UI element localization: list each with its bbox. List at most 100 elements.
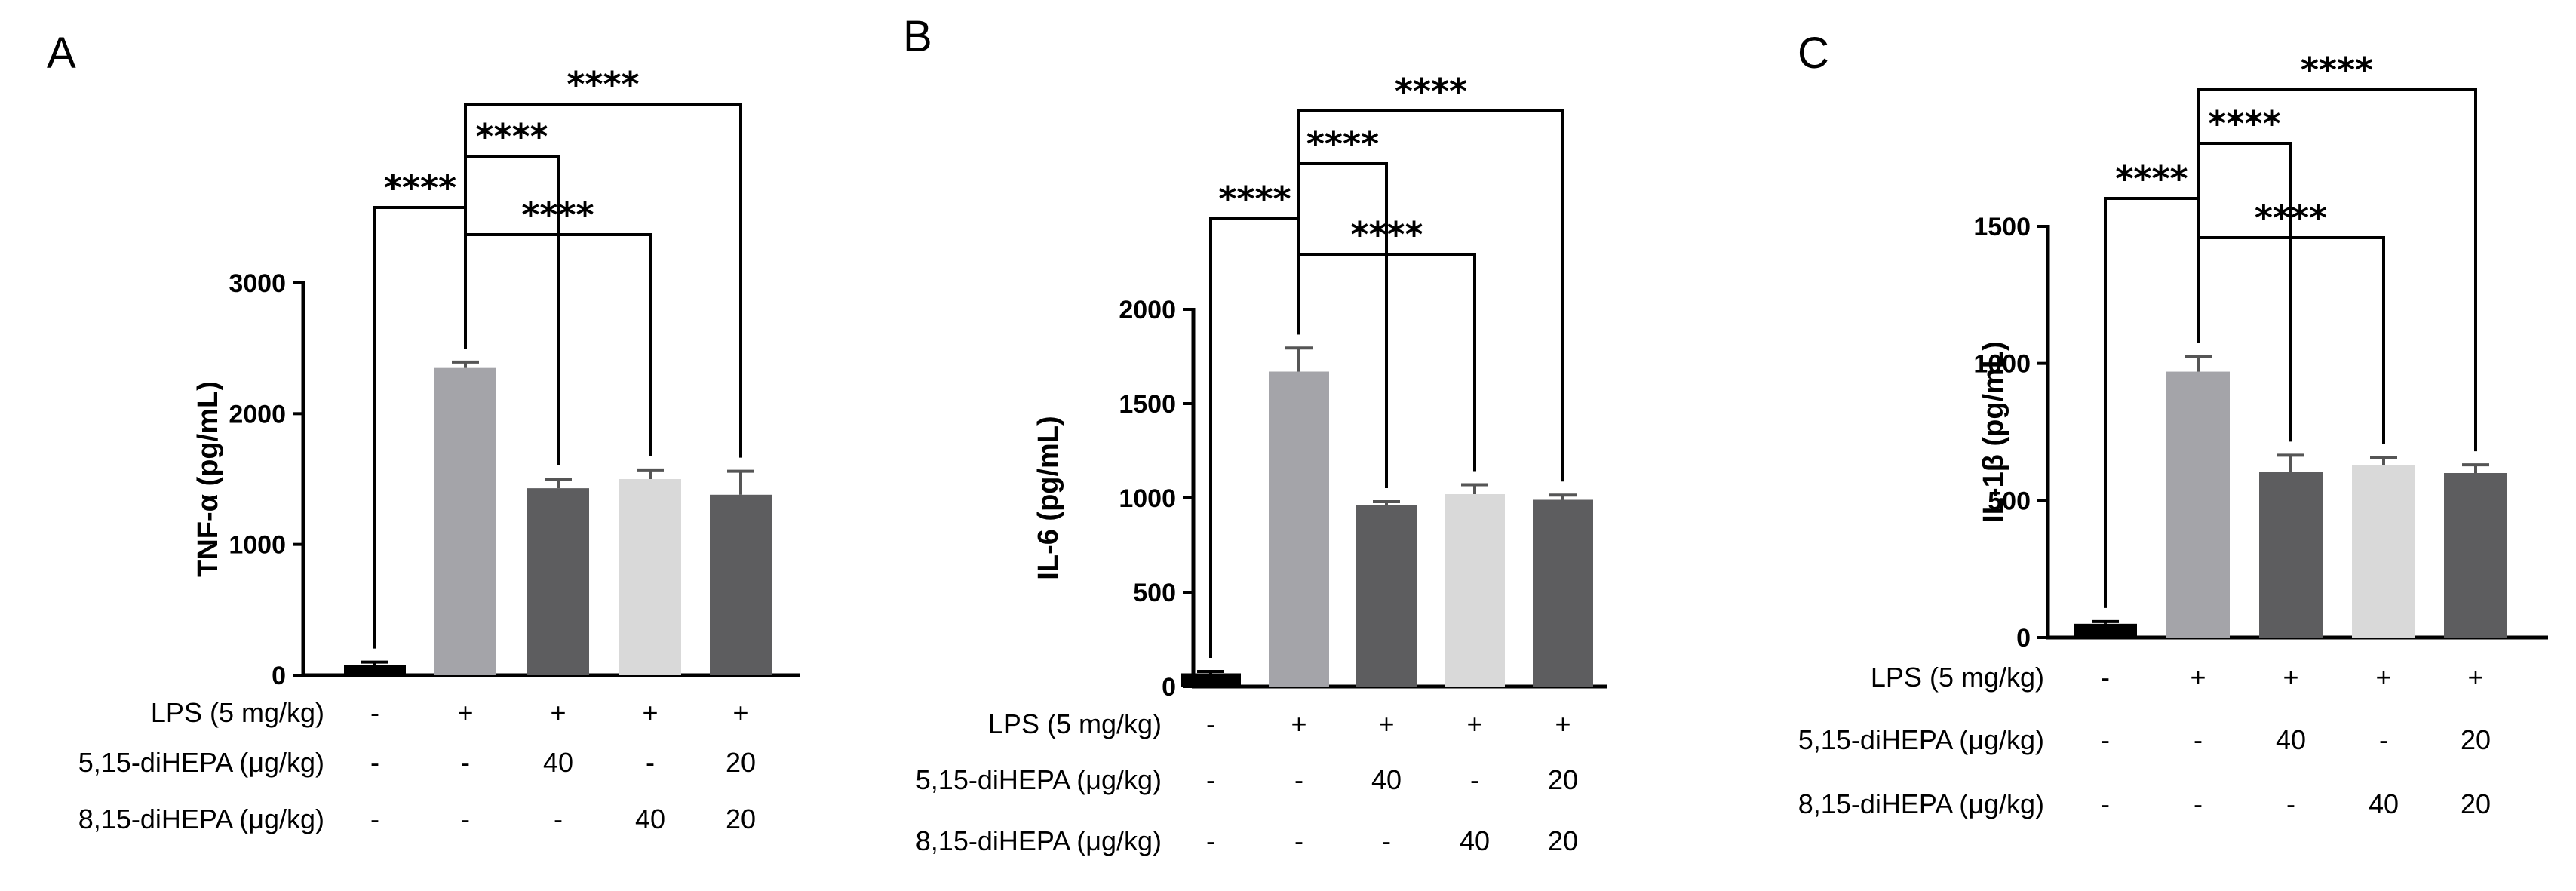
treatment-cell: - xyxy=(461,747,470,778)
treatment-cell: - xyxy=(1294,825,1303,856)
treatment-cell: + xyxy=(1555,708,1570,739)
y-tick-label: 0 xyxy=(2016,624,2031,653)
treatment-cell: + xyxy=(642,697,658,728)
bar xyxy=(434,367,496,675)
significance-label: **** xyxy=(384,167,456,208)
treatment-cell: 40 xyxy=(635,803,665,834)
treatment-cell: 40 xyxy=(543,747,573,778)
chart-panel-b: B 0 500 1000 1500 2000 IL-6 (pg/mL) **** **** ***… xyxy=(903,12,1607,856)
significance-label: **** xyxy=(1306,124,1379,164)
significance-bracket xyxy=(2197,88,2477,452)
treatment-cell: 40 xyxy=(1371,764,1402,795)
treatment-cell: + xyxy=(457,697,473,728)
significance-label: **** xyxy=(2255,198,2327,238)
bar xyxy=(2259,472,2323,638)
significance-bracket xyxy=(1297,109,1564,482)
treatment-cell: + xyxy=(2190,662,2206,693)
treatment-cell: - xyxy=(646,747,655,778)
treatment-cell: 20 xyxy=(1548,825,1578,856)
treatment-row-label: LPS (5 mg/kg) xyxy=(988,708,1162,739)
bar xyxy=(1356,505,1417,687)
treatment-row-label: 5,15-diHEPA (μg/kg) xyxy=(916,764,1162,795)
chart-panel-c: C 0 500 1000 1500 IL-1β (pg/mL) **** **** **** **… xyxy=(1798,29,2548,819)
chart-panel-a: A 0 1000 2000 3000 TNF-α (pg/mL) **** **** **** *… xyxy=(47,29,800,834)
treatment-cell: - xyxy=(2379,724,2388,755)
treatment-cell: - xyxy=(2101,662,2110,693)
y-axis-title: IL-1β (pg/mL) xyxy=(1978,341,2010,523)
treatment-row-label: 8,15-diHEPA (μg/kg) xyxy=(78,803,324,834)
y-tick-label: 3000 xyxy=(229,269,286,298)
bar xyxy=(1533,499,1593,687)
y-tick-label: 1000 xyxy=(1973,350,2031,379)
y-tick-label: 0 xyxy=(272,662,286,690)
treatment-row-label: 5,15-diHEPA (μg/kg) xyxy=(78,747,324,778)
treatment-row-label: 5,15-diHEPA (μg/kg) xyxy=(1798,724,2044,755)
bar xyxy=(344,665,406,675)
treatment-cell: 40 xyxy=(2369,788,2399,819)
treatment-cell: - xyxy=(1294,764,1303,795)
treatment-cell: 20 xyxy=(2461,788,2491,819)
treatment-cell: + xyxy=(732,697,748,728)
treatment-cell: - xyxy=(2194,788,2203,819)
treatment-cell: - xyxy=(1206,764,1215,795)
y-axis-title: IL-6 (pg/mL) xyxy=(1033,416,1064,579)
y-tick-label: 500 xyxy=(1133,579,1176,607)
bar xyxy=(1445,494,1505,687)
bar xyxy=(527,488,589,675)
treatment-cell: - xyxy=(554,803,563,834)
significance-label: **** xyxy=(475,116,548,157)
treatment-cell: + xyxy=(1291,708,1306,739)
bar xyxy=(619,479,681,675)
panel-label: B xyxy=(903,12,932,61)
y-tick-label: 1500 xyxy=(1119,390,1176,419)
significance-label: **** xyxy=(566,64,639,105)
treatment-cell: - xyxy=(1382,825,1391,856)
treatment-cell: - xyxy=(1470,764,1479,795)
y-tick-label: 0 xyxy=(1162,673,1176,702)
treatment-row-label: LPS (5 mg/kg) xyxy=(1871,662,2044,693)
significance-bracket xyxy=(464,103,742,458)
bar xyxy=(710,494,772,675)
treatment-row-label: LPS (5 mg/kg) xyxy=(151,697,324,728)
y-tick-label: 1500 xyxy=(1973,213,2031,241)
bar xyxy=(1181,673,1241,687)
y-axis-title: TNF-α (pg/mL) xyxy=(192,381,224,577)
treatment-cell: - xyxy=(370,697,379,728)
treatment-cell: 20 xyxy=(2461,724,2491,755)
y-tick-label: 500 xyxy=(1988,487,2031,515)
treatment-cell: - xyxy=(1206,708,1215,739)
treatment-cell: - xyxy=(461,803,470,834)
y-tick-label: 2000 xyxy=(1119,296,1176,324)
treatment-row-label: 8,15-diHEPA (μg/kg) xyxy=(1798,788,2044,819)
treatment-cell: 40 xyxy=(1460,825,1490,856)
bar xyxy=(1269,371,1329,687)
bar xyxy=(2352,465,2415,638)
significance-label: **** xyxy=(521,195,594,235)
significance-label: **** xyxy=(2115,158,2188,199)
significance-label: **** xyxy=(2301,50,2373,91)
treatment-cell: - xyxy=(2194,724,2203,755)
bar xyxy=(2074,623,2137,638)
significance-label: **** xyxy=(2208,103,2280,144)
bar xyxy=(2166,371,2230,638)
treatment-cell: - xyxy=(2101,788,2110,819)
treatment-cell: - xyxy=(1206,825,1215,856)
treatment-cell: + xyxy=(2283,662,2298,693)
treatment-cell: 20 xyxy=(1548,764,1578,795)
significance-label: **** xyxy=(1218,179,1291,220)
treatment-cell: + xyxy=(1378,708,1394,739)
bar xyxy=(2444,473,2507,638)
panel-label: A xyxy=(47,29,76,78)
treatment-cell: 40 xyxy=(2276,724,2306,755)
treatment-cell: - xyxy=(370,747,379,778)
treatment-cell: - xyxy=(2286,788,2295,819)
treatment-cell: + xyxy=(2375,662,2391,693)
panel-label: C xyxy=(1798,29,1829,78)
treatment-cell: 20 xyxy=(726,747,756,778)
treatment-cell: - xyxy=(370,803,379,834)
y-tick-label: 1000 xyxy=(229,531,286,560)
treatment-row-label: 8,15-diHEPA (μg/kg) xyxy=(916,825,1162,856)
significance-label: **** xyxy=(1350,214,1423,255)
y-tick-label: 2000 xyxy=(229,400,286,429)
